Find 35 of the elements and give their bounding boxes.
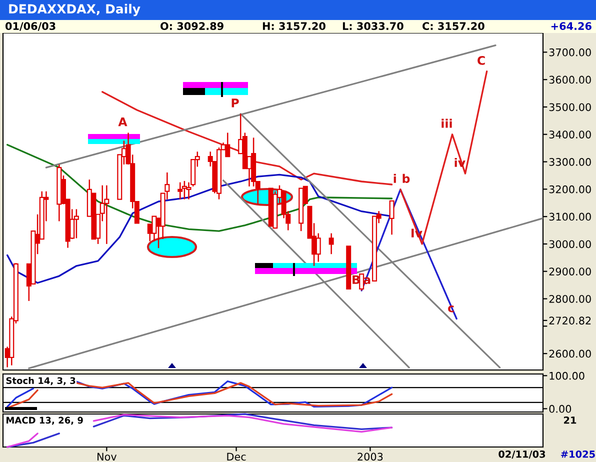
y-tick-label: 3600.00 <box>549 76 591 84</box>
y-tick-label: 2900.00 <box>549 268 591 276</box>
y-tick-label: 2600.00 <box>549 350 591 358</box>
text: H: 3157.20 <box>262 22 326 30</box>
y-tick-label: 3200.00 <box>549 185 591 194</box>
y-tick-label: 3100.00 <box>549 212 591 221</box>
x-tick-label: 2003 <box>358 452 383 461</box>
y-tick-label: 3400.00 <box>549 130 591 138</box>
annotation: C <box>478 56 485 65</box>
y-tick-label: 3000.00 <box>549 240 591 248</box>
text: 01/06/03 <box>6 22 56 31</box>
annotation: b <box>402 174 410 183</box>
y-tick-label: 2800.00 <box>549 294 591 303</box>
y-tick-label: 3300.00 <box>549 158 591 166</box>
text: 02/11/03 <box>498 450 546 459</box>
text: C: 3157.20 <box>422 22 484 30</box>
chart-title: MACD 13, 26, 9 <box>6 416 83 425</box>
text: 21 <box>564 416 576 424</box>
y-tick-label: 2720.82 <box>549 316 591 325</box>
text: #1025 <box>561 450 595 458</box>
text: +64.26 <box>551 22 592 30</box>
annotation: P <box>232 98 239 108</box>
chart-title: DEDAXXDAX, Daily <box>9 4 140 16</box>
y-tick-label: 0.00 <box>549 404 572 413</box>
text: L: 3033.70 <box>342 22 404 30</box>
annotation: i <box>394 174 396 183</box>
annotation: iii <box>442 118 452 128</box>
x-tick-label: Dec <box>227 452 246 461</box>
chart-title: Stoch 14, 3, 3 <box>6 377 76 386</box>
x-tick-label: Nov <box>98 452 117 461</box>
y-tick-label: 3700.00 <box>549 48 591 56</box>
annotation: A <box>118 118 128 126</box>
y-tick-label: 3500.00 <box>549 103 591 112</box>
y-tick-label: 100.00 <box>550 372 584 380</box>
text: O: 3092.89 <box>160 22 224 30</box>
